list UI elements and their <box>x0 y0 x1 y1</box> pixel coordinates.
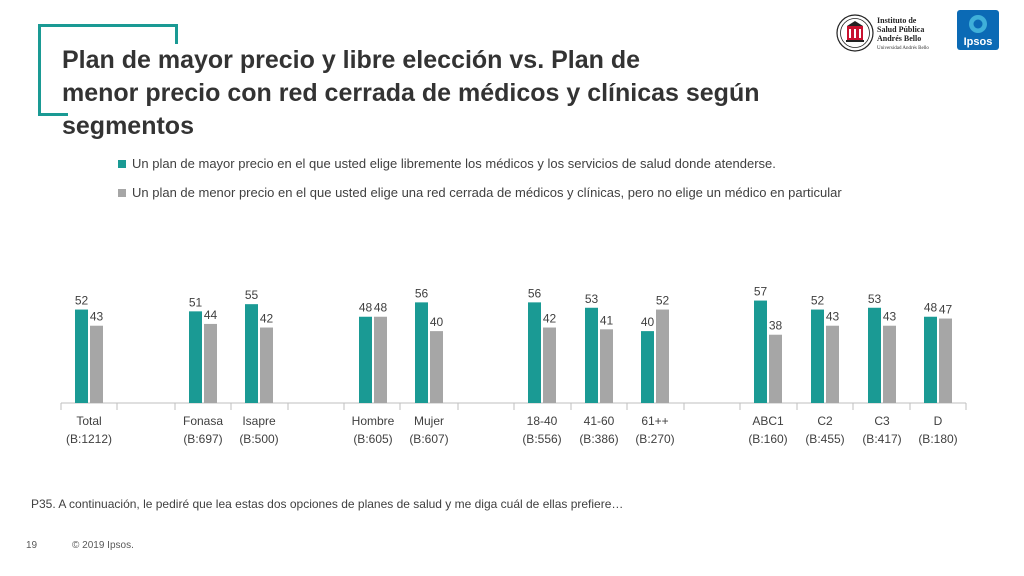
title-line-2: menor precio con red cerrada de médicos … <box>62 79 760 140</box>
data-label: 53 <box>868 292 882 306</box>
category-base-label: (B:180) <box>918 432 957 446</box>
title-frame-left <box>38 24 41 116</box>
title-frame-bottom <box>38 113 68 116</box>
category-base-label: (B:417) <box>862 432 901 446</box>
chart-legend: Un plan de mayor precio en el que usted … <box>118 149 842 207</box>
data-label: 48 <box>374 301 388 315</box>
bar <box>754 300 767 403</box>
category-label: 18-40 <box>527 414 558 428</box>
iab-logo-text: Instituto de Salud Pública Andrés Bello <box>877 16 924 43</box>
bar <box>415 302 428 403</box>
legend-swatch-gray <box>118 188 126 197</box>
category-label: C3 <box>874 414 890 428</box>
data-label: 41 <box>600 313 614 327</box>
category-label: C2 <box>817 414 833 428</box>
data-label: 56 <box>528 286 542 300</box>
data-label: 53 <box>585 292 599 306</box>
data-label: 40 <box>641 315 655 329</box>
bar <box>924 316 937 403</box>
bar <box>90 325 103 403</box>
category-base-label: (B:455) <box>805 432 844 446</box>
bar <box>883 325 896 403</box>
data-label: 47 <box>939 303 953 317</box>
category-base-label: (B:1212) <box>66 432 112 446</box>
legend-swatch-teal <box>118 159 126 168</box>
category-label: D <box>934 414 943 428</box>
category-label: Total <box>76 414 101 428</box>
question-footnote: P35. A continuación, le pediré que lea e… <box>31 497 624 511</box>
iab-logo-subtitle: Universidad Andrés Bello <box>877 46 929 51</box>
page-number: 19 <box>26 540 38 551</box>
bar <box>641 331 654 403</box>
bar <box>826 325 839 403</box>
data-label: 55 <box>245 288 259 302</box>
bar <box>528 302 541 403</box>
data-label: 43 <box>90 310 104 324</box>
title-frame-top <box>38 24 178 27</box>
bar <box>189 311 202 403</box>
copyright: © 2019 Ipsos. <box>72 540 134 551</box>
category-label: Fonasa <box>183 414 223 428</box>
iab-line-3: Andrés Bello <box>877 34 922 43</box>
bar <box>430 331 443 403</box>
ipsos-logo-text: Ipsos <box>964 36 993 48</box>
legend-label-mayor-precio: Un plan de mayor precio en el que usted … <box>132 156 776 171</box>
category-base-label: (B:160) <box>748 432 787 446</box>
iab-line-1: Instituto de <box>877 16 917 25</box>
category-label: 41-60 <box>584 414 615 428</box>
bar <box>374 316 387 403</box>
bar <box>769 334 782 403</box>
title-frame-right <box>175 24 178 44</box>
category-base-label: (B:386) <box>579 432 618 446</box>
data-label: 43 <box>826 310 840 324</box>
category-label: Isapre <box>242 414 276 428</box>
category-label: Mujer <box>414 414 444 428</box>
category-label: 61++ <box>641 414 668 428</box>
legend-label-menor-precio: Un plan de menor precio en el que usted … <box>132 185 842 200</box>
data-label: 44 <box>204 308 218 322</box>
bar <box>939 318 952 403</box>
data-label: 40 <box>430 315 444 329</box>
data-label: 52 <box>656 294 670 308</box>
category-label: Hombre <box>352 414 395 428</box>
category-base-label: (B:556) <box>522 432 561 446</box>
data-label: 56 <box>415 286 429 300</box>
iab-logo: Instituto de Salud Pública Andrés Bello … <box>836 12 940 56</box>
data-label: 52 <box>75 294 89 308</box>
data-label: 38 <box>769 319 783 333</box>
iab-seal-icon <box>836 14 874 52</box>
data-label: 48 <box>924 301 938 315</box>
legend-item-mayor-precio: Un plan de mayor precio en el que usted … <box>118 149 842 178</box>
data-label: 42 <box>543 312 557 326</box>
bar <box>656 309 669 403</box>
page-title: Plan de mayor precio y libre elección vs… <box>62 44 882 143</box>
bar <box>359 316 372 403</box>
title-line-1: Plan de mayor precio y libre elección vs… <box>62 46 641 74</box>
legend-item-menor-precio: Un plan de menor precio en el que usted … <box>118 178 842 207</box>
bar <box>600 329 613 403</box>
data-label: 57 <box>754 285 768 299</box>
data-label: 43 <box>883 310 897 324</box>
category-base-label: (B:697) <box>183 432 222 446</box>
bar <box>245 304 258 403</box>
bar <box>260 327 273 403</box>
category-base-label: (B:607) <box>409 432 448 446</box>
category-label: ABC1 <box>752 414 784 428</box>
data-label: 51 <box>189 295 203 309</box>
bar <box>543 327 556 403</box>
bar <box>204 323 217 403</box>
bar <box>811 309 824 403</box>
data-label: 42 <box>260 312 274 326</box>
data-label: 52 <box>811 294 825 308</box>
ipsos-logo: Ipsos <box>957 10 999 50</box>
category-base-label: (B:605) <box>353 432 392 446</box>
data-label: 48 <box>359 301 373 315</box>
bar <box>868 307 881 403</box>
bar <box>75 309 88 403</box>
iab-line-2: Salud Pública <box>877 25 925 34</box>
bar <box>585 307 598 403</box>
category-base-label: (B:270) <box>635 432 674 446</box>
category-base-label: (B:500) <box>239 432 278 446</box>
